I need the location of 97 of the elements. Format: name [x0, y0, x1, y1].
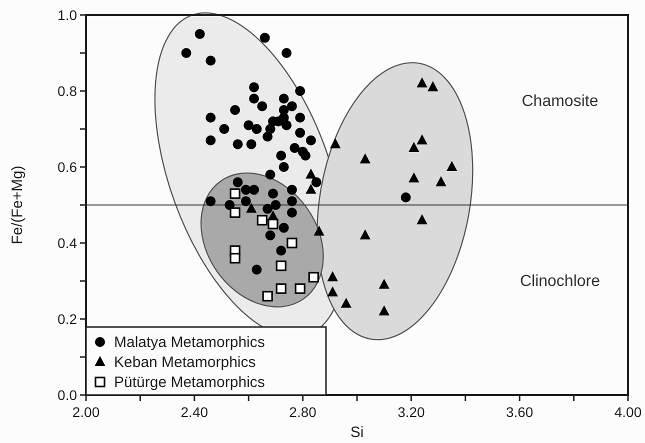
x-tick-label: 3.20	[398, 404, 426, 420]
point	[286, 184, 297, 195]
y-tick-label: 0.2	[58, 311, 78, 327]
legend-label: Malatya Metamorphics	[114, 334, 265, 351]
point	[219, 124, 230, 134]
point	[379, 279, 390, 289]
point	[252, 124, 262, 134]
point	[282, 120, 292, 130]
point	[360, 230, 370, 240]
point	[194, 29, 205, 39]
point	[306, 169, 316, 179]
point	[328, 286, 338, 296]
point	[206, 112, 216, 123]
point	[276, 283, 286, 294]
point	[278, 222, 289, 233]
point	[181, 48, 192, 58]
point	[308, 272, 319, 282]
point	[330, 138, 340, 148]
point	[230, 252, 240, 264]
point	[249, 184, 260, 195]
point	[232, 177, 243, 188]
point	[306, 135, 316, 146]
point	[256, 214, 268, 226]
point	[232, 139, 243, 150]
point	[206, 56, 216, 66]
point	[278, 94, 289, 104]
point	[282, 48, 292, 58]
y-tick-label: 1.0	[58, 7, 78, 23]
point	[278, 162, 289, 172]
point	[400, 192, 411, 202]
point	[408, 172, 419, 182]
x-tick-label: 2.80	[289, 404, 317, 420]
point	[230, 188, 240, 199]
y-axis-title: Fe/(Fe+Mg)	[9, 166, 26, 244]
point	[262, 290, 273, 302]
point	[417, 134, 428, 144]
point	[249, 82, 260, 92]
y-tick-label: 0.0	[58, 387, 78, 403]
point	[206, 135, 216, 146]
point	[270, 200, 281, 210]
point	[446, 162, 457, 171]
point	[417, 78, 428, 88]
point	[240, 184, 251, 195]
point	[417, 214, 428, 224]
point	[314, 226, 324, 236]
point	[260, 32, 270, 43]
point	[408, 142, 419, 152]
point	[276, 150, 286, 161]
point	[265, 230, 276, 240]
point	[300, 150, 311, 161]
point	[286, 238, 298, 248]
point	[230, 105, 240, 115]
point	[295, 86, 306, 96]
point	[341, 298, 352, 308]
point	[286, 208, 297, 218]
annotation: Chamosite	[522, 93, 598, 110]
point	[206, 196, 216, 206]
x-tick-label: 2.40	[180, 404, 208, 420]
point	[246, 139, 256, 150]
point	[249, 94, 260, 104]
point	[224, 200, 235, 210]
legend-label: Keban Metamorphics	[114, 354, 256, 371]
legend-label: Pütürge Metamorphics	[114, 374, 265, 391]
point	[276, 246, 286, 256]
point	[294, 283, 306, 294]
point	[428, 82, 438, 92]
point	[268, 218, 278, 230]
y-tick-label: 0.4	[58, 235, 78, 251]
point	[262, 132, 273, 142]
point	[295, 128, 306, 138]
x-tick-label: 2.00	[72, 404, 100, 420]
point	[240, 196, 251, 206]
point	[244, 120, 254, 130]
point	[246, 203, 256, 213]
point	[230, 207, 240, 218]
y-tick-label: 0.6	[58, 159, 78, 175]
point	[286, 196, 297, 206]
point	[306, 184, 316, 194]
point	[276, 260, 286, 272]
point	[295, 112, 306, 123]
x-tick-label: 4.00	[614, 404, 642, 420]
point	[311, 177, 322, 188]
point	[265, 170, 276, 180]
point	[290, 143, 300, 153]
y-tick-label: 0.8	[58, 83, 78, 99]
point	[257, 101, 268, 112]
point	[379, 306, 390, 316]
point	[286, 101, 297, 112]
point	[328, 272, 338, 282]
point	[262, 204, 273, 214]
x-tick-label: 3.60	[506, 404, 534, 420]
point	[252, 264, 262, 275]
point	[268, 188, 278, 199]
x-axis-title: Si	[350, 424, 364, 441]
annotation: Clinochlore	[520, 273, 600, 290]
point	[360, 154, 370, 164]
point	[436, 176, 446, 186]
